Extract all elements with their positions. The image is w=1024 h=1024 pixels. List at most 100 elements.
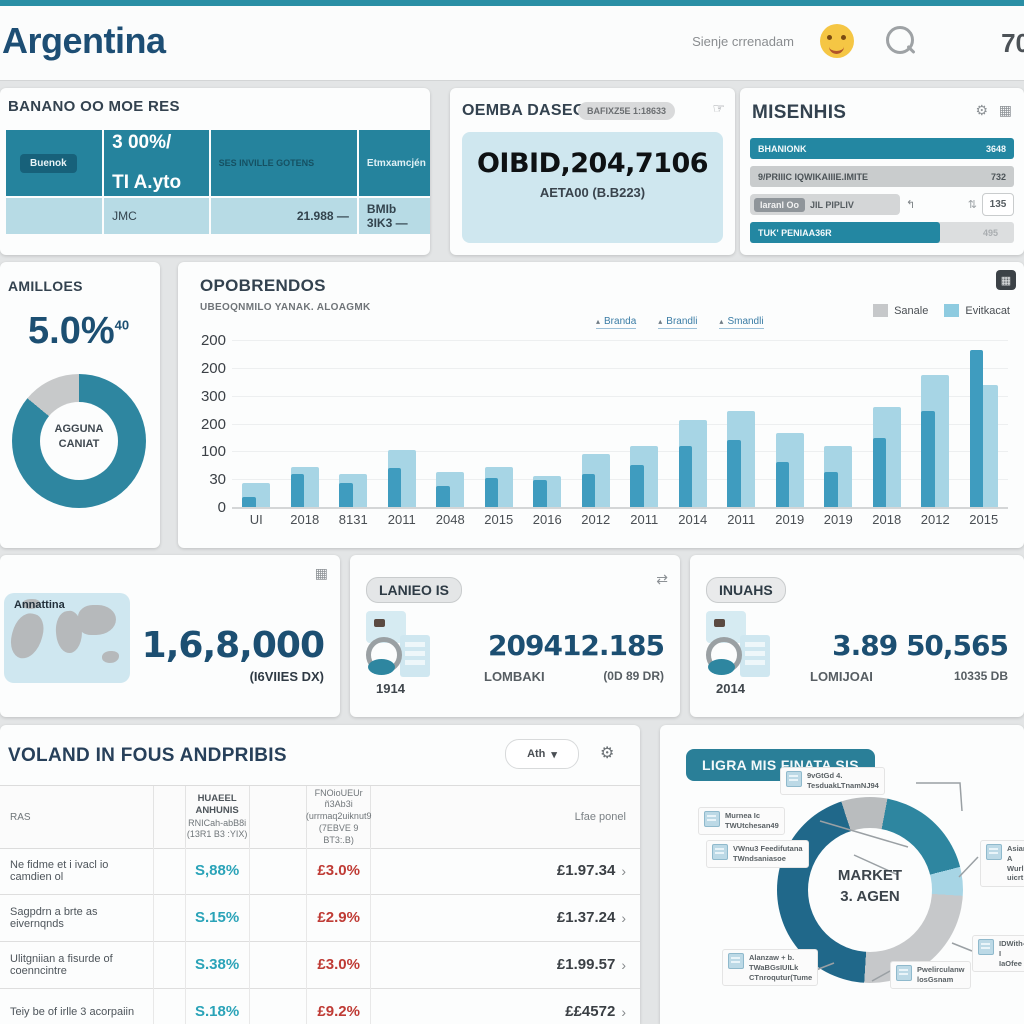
bar-series-dark[interactable] (678, 445, 693, 507)
bar-series-dark[interactable] (339, 482, 353, 507)
y-axis-labels: 200 200 300 200 100 30 0 (184, 332, 226, 516)
count-box[interactable]: 135 (982, 193, 1014, 216)
map-stat-value: 1,6,8,000 (141, 625, 325, 666)
bar-group[interactable] (378, 340, 427, 507)
panel-inuahs: INUAHS 2014 3.89 50,565 LOMIJOAI 10335 D… (690, 555, 1024, 717)
bar-group[interactable] (572, 340, 621, 507)
bar-series-dark[interactable] (921, 410, 935, 507)
x-tick-label: 2019 (823, 512, 853, 527)
bar-group[interactable] (523, 340, 572, 507)
bar-series-dark[interactable] (727, 439, 741, 507)
table-row[interactable]: Ne fidme et i ivacl io camdien ol S,88% £3… (0, 847, 640, 895)
bar-series-dark[interactable] (630, 465, 644, 507)
document-icon (896, 965, 912, 981)
bar-series-dark[interactable] (290, 473, 305, 507)
market-node[interactable]: IDWith-I IaOfee (972, 935, 1024, 973)
row-pct-teal: S.38% (186, 941, 250, 988)
row-value[interactable]: £1.37.24 › (556, 909, 626, 926)
grid-icon[interactable]: ▦ (998, 102, 1012, 118)
bar-group[interactable] (960, 340, 1009, 507)
bar-series-dark[interactable] (581, 473, 596, 507)
panel-amilloes-title: AMILLOES (8, 278, 83, 294)
row-value[interactable]: £1.99.57 › (556, 956, 626, 973)
market-node[interactable]: Asiana AWurlle-uicrt (980, 840, 1024, 887)
row-pct-red: £3.0% (307, 941, 372, 988)
gear-icon[interactable]: ⚙ (600, 745, 615, 762)
col-header-name[interactable]: RAS (0, 786, 154, 848)
misenhis-bar-4[interactable]: TUK' PENIAA36R 495 (750, 222, 1014, 243)
legend-item[interactable]: Evitkacat (944, 304, 1010, 317)
filter-chip[interactable]: Iaranl Oo (754, 197, 806, 212)
bar-series-dark[interactable] (969, 349, 984, 507)
x-axis-labels: UI 2018 8131 2011 2048 2015 2016 2012 2011 2014 20… (232, 512, 1008, 527)
bar-group[interactable] (475, 340, 524, 507)
page-title: Argentina (2, 20, 166, 61)
table-row[interactable]: Teiy be of irlle 3 acorpaiin S.18% £9.2% ££… (0, 988, 640, 1024)
table-row[interactable]: Ulitgniian a fisurde of coenncintre S.38%… (0, 941, 640, 989)
swap-icon[interactable]: ⇄ (656, 571, 668, 587)
market-node[interactable]: Murnea Ic TWUtchesan49 (698, 807, 785, 835)
market-node[interactable]: Alanzaw + b. TWaBGsIUILk CTnroqutur(Tume (722, 949, 819, 987)
amilloes-donut-chart[interactable]: AGGUNA CANIAT (12, 374, 146, 508)
bar-group[interactable] (766, 340, 815, 507)
market-node[interactable]: VWnu3 Feedifutana TWndsaniasoe (706, 840, 809, 868)
filter-link[interactable]: ▴ Brandli (658, 316, 698, 329)
smiley-face-icon[interactable] (820, 24, 854, 58)
reply-icon[interactable]: ↰ (906, 199, 916, 211)
filter-link[interactable]: ▴ Branda (596, 316, 637, 329)
market-node[interactable]: 9vGtGd 4. TesduakLTnamNJ94 (780, 767, 885, 795)
gear-icon[interactable]: ⚙ (975, 102, 988, 118)
bar-group[interactable] (281, 340, 330, 507)
row-pct-red: £3.0% (307, 847, 372, 894)
misenhis-bar-1[interactable]: BHANIONK 3648 (750, 138, 1014, 159)
world-map[interactable]: Annattina (4, 593, 130, 683)
bar-series-dark[interactable] (436, 486, 450, 507)
chart-menu-icon[interactable]: ▦ (996, 270, 1016, 290)
legend-item[interactable]: Sanale (873, 304, 928, 317)
grid-icon[interactable]: ▦ (314, 565, 328, 581)
app-header: Argentina Sienje crrenadam 70 (0, 6, 1024, 81)
row-value[interactable]: ££4572 › (565, 1003, 626, 1020)
search-icon[interactable] (886, 26, 914, 54)
bar-series-dark[interactable] (872, 437, 887, 507)
bar-series-dark[interactable] (533, 480, 547, 507)
sort-icon[interactable]: ⇅ (967, 199, 977, 211)
map-landmass (6, 610, 48, 662)
bar-series-dark[interactable] (824, 471, 838, 507)
chart-legend: Sanale Evitkacat (873, 304, 1010, 317)
inuahs-caption-right: 10335 DB (953, 669, 1008, 683)
bar-series-dark[interactable] (484, 478, 499, 507)
bar-group[interactable] (814, 340, 863, 507)
city-chip[interactable]: Buenok (20, 153, 77, 173)
gridline (232, 367, 1008, 369)
market-donut-chart[interactable]: MARKET 3. AGEN (777, 797, 963, 983)
table-row[interactable]: Sagpdrn a brte as eivernqnds S.15% £2.9% £1… (0, 894, 640, 942)
bar-group[interactable] (426, 340, 475, 507)
market-node[interactable]: Pwelirculanw losGsnam (890, 961, 971, 989)
bar-group[interactable] (911, 340, 960, 507)
period-dropdown[interactable]: Ath ▾ (505, 739, 579, 769)
x-tick-label: 2011 (387, 512, 416, 527)
bar-group[interactable] (863, 340, 912, 507)
bar-series-dark[interactable] (387, 468, 402, 507)
row-value[interactable]: £1.97.34 › (556, 862, 626, 879)
bar-group[interactable] (329, 340, 378, 507)
bar-series-dark[interactable] (242, 497, 256, 507)
col-header-pct2[interactable]: FNOioUEUr ñ3Ab3i (urrmaq2uiknut9 (7EBVE … (306, 786, 371, 848)
map-landmass (102, 651, 119, 663)
bar-group[interactable] (620, 340, 669, 507)
row-name: Ulitgniian a fisurde of coenncintre (0, 941, 154, 988)
bar-group[interactable] (669, 340, 718, 507)
col-header-value[interactable]: Lfae ponel (574, 810, 626, 823)
bar-group[interactable] (232, 340, 281, 507)
bar-series-dark[interactable] (775, 462, 790, 507)
legend-label: Sanale (894, 304, 929, 317)
x-tick-label: 2011 (727, 512, 756, 527)
filter-link[interactable]: ▴ Smandli (719, 316, 764, 329)
panel-lanieo: LANIEO IS ⇄ 1914 209412.185 LOMBAKI (0D … (350, 555, 680, 717)
filter-control[interactable]: Iaranl Oo JIL PIPLIV (750, 194, 900, 215)
bar-group[interactable] (717, 340, 766, 507)
pointer-icon[interactable]: ☞ (712, 100, 725, 116)
col-header-pct1[interactable]: HUAEEL ANHUNIS RNICah-abB8i (13R1 B3 :YI… (186, 786, 250, 848)
misenhis-bar-2[interactable]: 9/PRIIIC IQWIKAIIIE.IMITE 732 (750, 166, 1014, 187)
